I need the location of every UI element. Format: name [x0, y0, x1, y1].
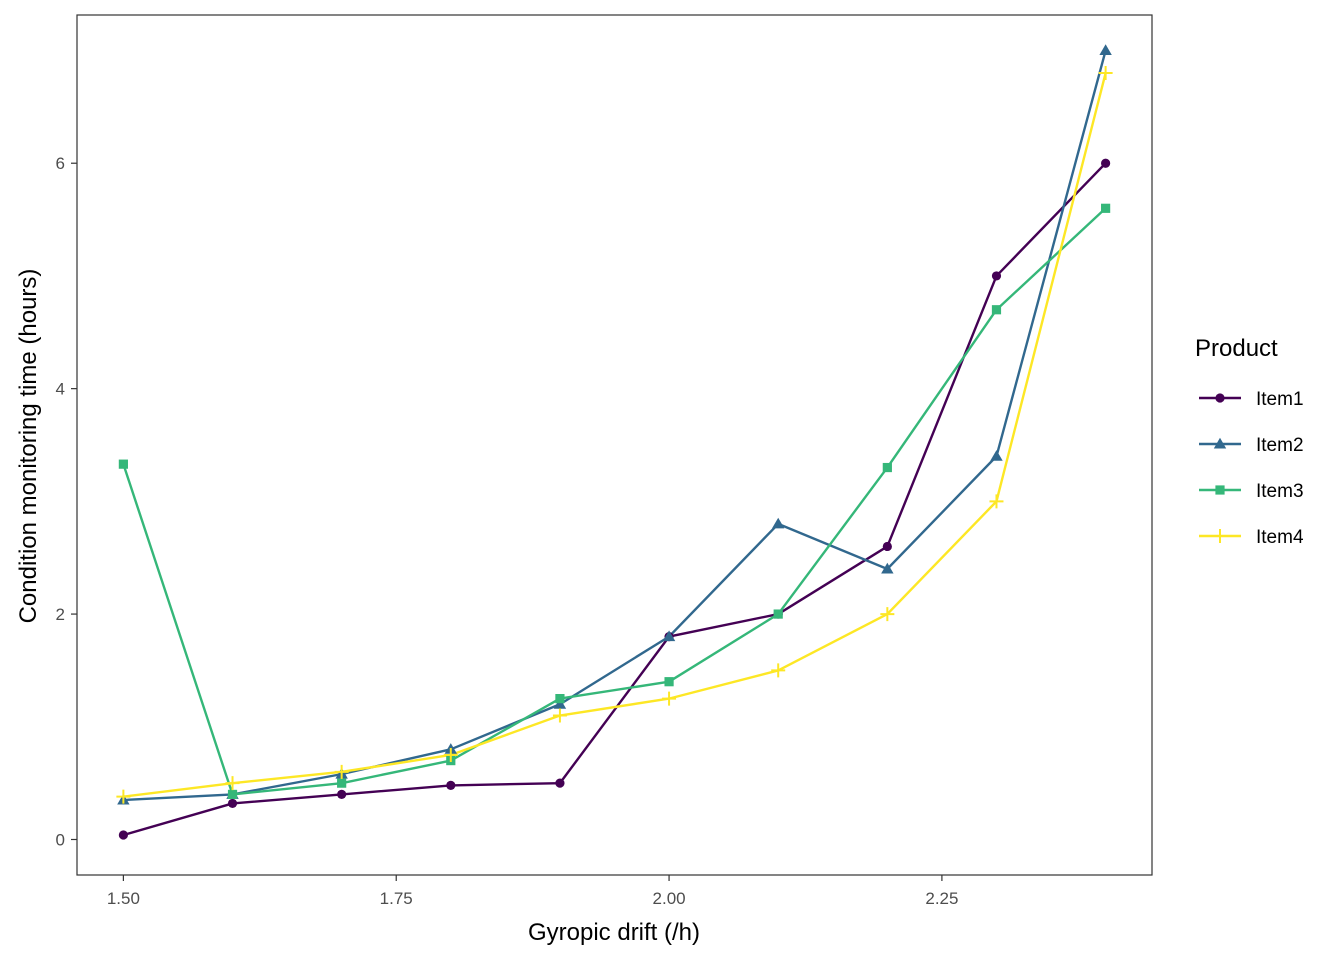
plot-panel	[76, 14, 1153, 876]
data-point-item4	[662, 691, 677, 706]
data-point-item4	[880, 607, 895, 622]
legend-key-circle-icon	[1215, 393, 1225, 403]
legend-item-item4: Item4	[1199, 527, 1304, 548]
x-tick-label: 1.50	[107, 889, 140, 908]
legend-label: Item4	[1256, 527, 1304, 548]
data-point-item3	[773, 609, 783, 619]
x-axis-title: Gyropic drift (/h)	[528, 919, 700, 946]
legend-item-item2: Item2	[1199, 435, 1304, 456]
data-point-item4	[225, 776, 240, 791]
y-axis-title: Condition monitoring time (hours)	[15, 269, 42, 624]
data-point-item1	[227, 798, 238, 809]
legend-key-square-icon	[1215, 485, 1225, 495]
legend-key-plus-icon	[1213, 529, 1227, 543]
data-point-item2	[990, 450, 1003, 461]
data-point-item4	[116, 789, 131, 804]
legend-label: Item3	[1256, 481, 1304, 502]
series-line-item2	[123, 50, 1107, 802]
data-point-item2	[553, 698, 567, 709]
data-point-item4	[1098, 66, 1113, 81]
data-point-item1	[337, 789, 347, 800]
series-line-item4	[123, 72, 1107, 798]
data-point-item4	[771, 663, 786, 678]
data-point-item2	[881, 562, 894, 574]
series-line-item1	[123, 162, 1107, 837]
y-tick-label: 6	[56, 154, 65, 173]
x-axis: 1.50 1.75 2.00 2.25	[107, 875, 958, 908]
x-tick-label: 2.25	[925, 889, 958, 908]
series-line-item3	[122, 207, 1107, 796]
data-point-item1	[882, 541, 892, 552]
x-tick-label: 1.75	[380, 889, 413, 908]
data-point-item3	[991, 305, 1002, 315]
legend-item-item1: Item1	[1199, 389, 1304, 410]
data-point-item1	[555, 778, 565, 788]
data-point-item1	[446, 780, 456, 790]
y-axis: 0 2 4 6	[56, 154, 77, 849]
data-point-item1	[118, 830, 128, 840]
data-point-item3	[555, 694, 565, 704]
legend-title: Product	[1195, 335, 1278, 362]
data-point-item3	[118, 459, 128, 469]
data-point-item4	[443, 747, 458, 762]
data-point-item1	[1101, 158, 1111, 168]
data-point-item3	[664, 677, 674, 687]
legend: Product Item1 Item2 Item3 Item4	[1195, 335, 1304, 548]
legend-item-item3: Item3	[1199, 481, 1304, 502]
x-tick-label: 2.00	[653, 889, 686, 908]
data-point-item3	[337, 778, 347, 788]
series-points	[116, 44, 1113, 840]
series-lines	[122, 50, 1107, 837]
data-point-item4	[334, 764, 349, 779]
data-point-item2	[1099, 44, 1112, 55]
data-point-item2	[772, 517, 785, 529]
data-point-item3	[1101, 203, 1111, 213]
legend-key-triangle-icon	[1213, 437, 1227, 449]
y-tick-label: 0	[56, 830, 65, 849]
data-point-item3	[227, 789, 238, 800]
data-point-item4	[552, 708, 567, 723]
data-point-item4	[989, 494, 1004, 509]
y-tick-label: 2	[56, 605, 65, 624]
data-point-item3	[882, 462, 892, 473]
data-point-item1	[991, 271, 1002, 281]
legend-label: Item1	[1256, 389, 1304, 410]
y-tick-label: 4	[56, 380, 65, 399]
legend-label: Item2	[1256, 435, 1304, 456]
data-point-item2	[662, 630, 676, 642]
